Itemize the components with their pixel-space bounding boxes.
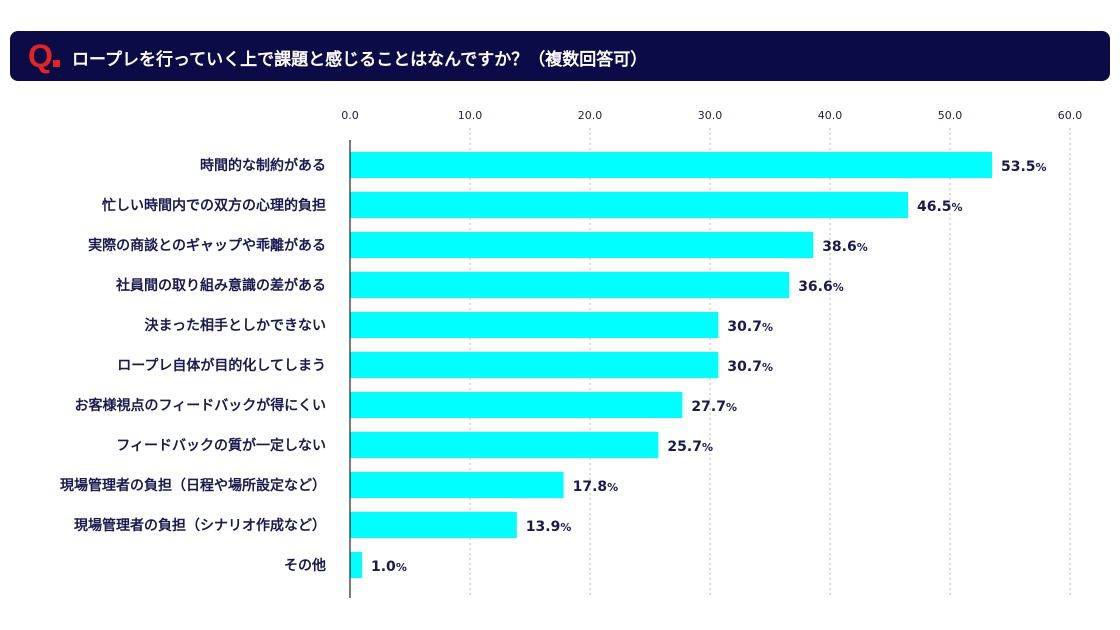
category-label: その他: [284, 557, 326, 574]
category-label: 忙しい時間内での双方の心理的負担: [102, 197, 326, 214]
bar: [350, 392, 683, 418]
data-label: 25.7%: [667, 439, 713, 455]
bar: [350, 552, 362, 578]
x-tick-label: 20.0: [578, 109, 603, 122]
bar: [350, 512, 517, 538]
category-label: 時間的な制約がある: [200, 157, 326, 174]
category-label: ロープレ自体が目的化してしまう: [117, 357, 326, 374]
bar: [350, 232, 814, 258]
bar: [350, 312, 719, 338]
data-label: 38.6%: [822, 239, 868, 255]
bar: [350, 352, 719, 378]
bar: [350, 472, 564, 498]
question-header: Q ロープレを行っていく上で課題と感じることはなんですか？（複数回答可）: [10, 31, 1110, 81]
data-label: 27.7%: [691, 399, 737, 415]
bar: [350, 432, 659, 458]
data-label: 17.8%: [573, 479, 619, 495]
category-label: 社員間の取り組み意識の差がある: [115, 277, 326, 294]
data-label: 1.0%: [371, 559, 407, 575]
category-label: フィードバックの質が一定しない: [116, 437, 326, 454]
x-tick-label: 10.0: [458, 109, 483, 122]
data-label: 46.5%: [917, 199, 963, 215]
category-label: 現場管理者の負担（シナリオ作成など）: [74, 517, 326, 534]
category-label: 現場管理者の負担（日程や場所設定など）: [60, 477, 326, 494]
data-label: 30.7%: [727, 319, 773, 335]
x-tick-label: 0.0: [341, 109, 359, 122]
bar: [350, 272, 790, 298]
category-label: お客様視点のフィードバックが得にくい: [75, 397, 326, 414]
bar: [350, 192, 908, 218]
x-tick-label: 50.0: [938, 109, 963, 122]
data-label: 36.6%: [798, 279, 844, 295]
category-label: 決まった相手としかできない: [145, 317, 326, 334]
data-label: 53.5%: [1001, 159, 1047, 175]
x-tick-label: 40.0: [818, 109, 843, 122]
question-text: ロープレを行っていく上で課題と感じることはなんですか？（複数回答可）: [72, 50, 648, 70]
bar: [350, 152, 992, 178]
x-tick-label: 60.0: [1058, 109, 1083, 122]
data-label: 13.9%: [526, 519, 572, 535]
data-label: 30.7%: [727, 359, 773, 375]
category-label: 実際の商談とのギャップや乖離がある: [88, 237, 326, 254]
q-mark-icon: Q: [28, 38, 60, 75]
x-tick-label: 30.0: [698, 109, 723, 122]
